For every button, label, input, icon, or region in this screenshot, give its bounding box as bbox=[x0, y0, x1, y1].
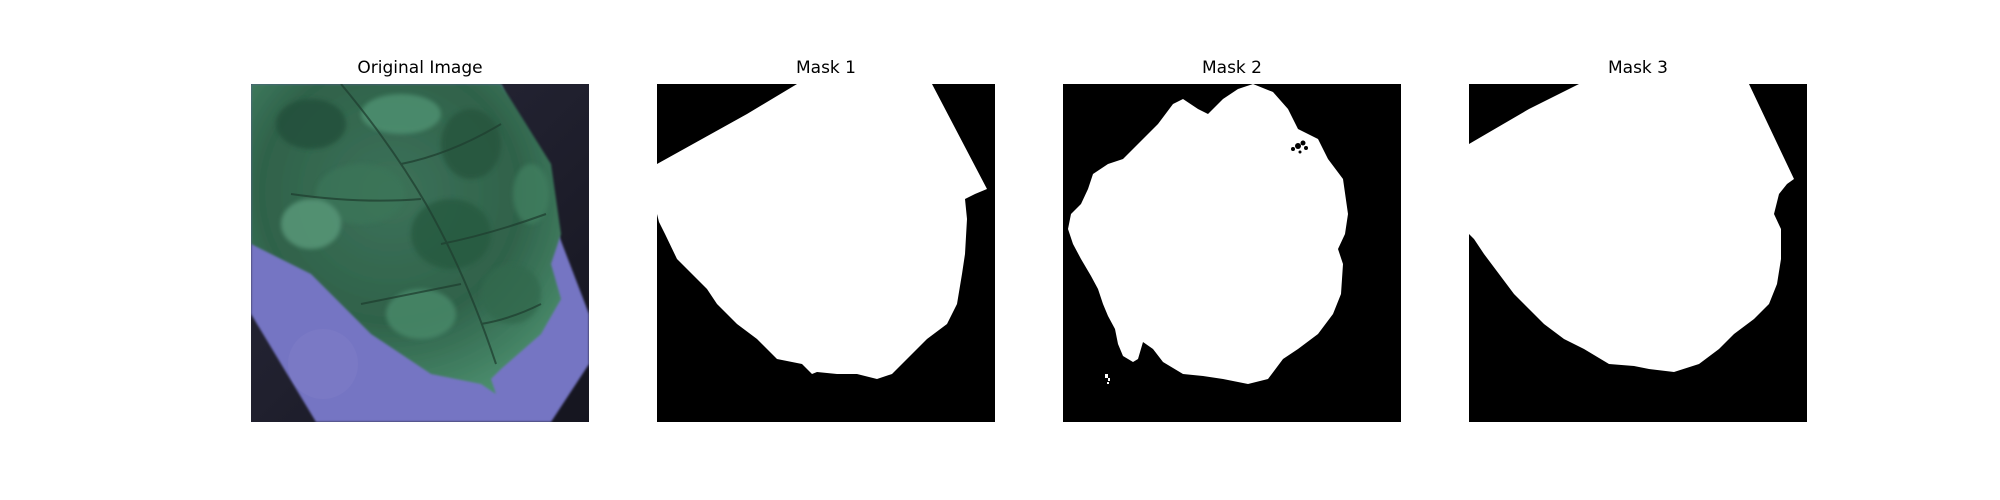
mask-1-svg bbox=[657, 84, 995, 422]
mask-1-image bbox=[657, 84, 995, 422]
mask-2-speckle bbox=[1105, 374, 1110, 384]
panel-title-original-image: Original Image bbox=[357, 58, 483, 78]
leaf-texture bbox=[276, 94, 549, 339]
panel-title-mask-1: Mask 1 bbox=[795, 58, 856, 78]
mask-2-hole bbox=[1291, 140, 1308, 154]
mask-2-image bbox=[1063, 84, 1401, 422]
photo-artifact bbox=[288, 329, 358, 399]
original-image bbox=[251, 84, 589, 422]
mask-2-svg bbox=[1063, 84, 1401, 422]
mask-3-foreground bbox=[1469, 84, 1794, 372]
mask-3-image bbox=[1469, 84, 1807, 422]
original-leaf-photo bbox=[251, 84, 589, 422]
mask-3-svg bbox=[1469, 84, 1807, 422]
panel-title-mask-2: Mask 2 bbox=[1201, 58, 1262, 78]
leaf-veins bbox=[290, 84, 547, 365]
mask-1-foreground bbox=[657, 84, 987, 379]
panel-title-mask-3: Mask 3 bbox=[1607, 58, 1668, 78]
mask-2-foreground bbox=[1068, 84, 1348, 384]
